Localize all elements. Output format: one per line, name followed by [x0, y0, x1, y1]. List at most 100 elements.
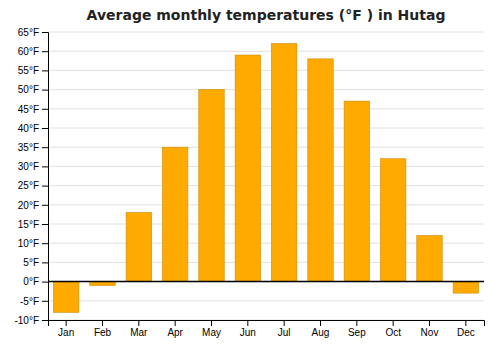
- y-tick-label: 40°F: [18, 123, 39, 134]
- y-tick: 0°F: [23, 276, 48, 287]
- y-tick: -5°F: [20, 296, 48, 307]
- y-tick: 20°F: [18, 200, 48, 211]
- grid-line: [48, 89, 484, 90]
- chart-container: -10°F -5°F 0°F 5°F 10°F 15°F 20°F 25°F 30°F 35°F 4…: [0, 0, 500, 350]
- x-tick: May: [202, 320, 221, 338]
- x-tick: Aug: [312, 320, 330, 338]
- x-tick-mark: [393, 320, 394, 326]
- x-tick-mark: [356, 320, 357, 326]
- y-tick-label: 60°F: [18, 46, 39, 57]
- y-tick-mark: [42, 70, 48, 71]
- y-tick: 30°F: [18, 161, 48, 172]
- y-tick-label: 0°F: [23, 276, 39, 287]
- x-tick-mark: [66, 320, 67, 326]
- y-tick-mark: [42, 186, 48, 187]
- y-tick-label: 55°F: [18, 65, 39, 76]
- y-tick-mark: [42, 147, 48, 148]
- x-tick: Jun: [240, 320, 256, 338]
- x-tick: Jul: [278, 320, 291, 338]
- y-tick-mark: [42, 51, 48, 52]
- x-tick-label: Sep: [348, 327, 366, 338]
- grid-line: [48, 300, 484, 301]
- y-tick-label: 10°F: [18, 238, 39, 249]
- x-tick-label: Dec: [457, 327, 475, 338]
- grid-line: [48, 108, 484, 109]
- plot-area: -10°F -5°F 0°F 5°F 10°F 15°F 20°F 25°F 30°F 35°F 4…: [14, 27, 484, 338]
- grid-line: [48, 166, 484, 167]
- x-tick-mark: [429, 320, 430, 326]
- x-tick-label: Nov: [421, 327, 439, 338]
- x-tick-label: May: [202, 327, 221, 338]
- x-tick-label: Jun: [240, 327, 256, 338]
- x-tick-label: Mar: [130, 327, 148, 338]
- x-tick-mark: [102, 320, 103, 326]
- bar: [417, 236, 442, 282]
- y-tick-label: 5°F: [23, 257, 39, 268]
- zero-line: [48, 281, 484, 283]
- x-tick-mark: [175, 320, 176, 326]
- y-axis: -10°F -5°F 0°F 5°F 10°F 15°F 20°F 25°F 30°F 35°F 4…: [14, 27, 48, 326]
- x-tick-mark: [247, 320, 248, 326]
- x-tick: Oct: [385, 320, 401, 338]
- bar: [308, 59, 333, 282]
- y-tick: 15°F: [18, 219, 48, 230]
- grid-line: [48, 147, 484, 148]
- y-tick-mark: [42, 128, 48, 129]
- bar: [235, 55, 260, 282]
- title: Average monthly temperatures (°F ) in Hu…: [87, 7, 446, 23]
- y-tick-mark: [42, 166, 48, 167]
- y-tick-mark: [42, 205, 48, 206]
- grid-line: [48, 185, 484, 186]
- x-tick: Feb: [94, 320, 112, 338]
- y-tick-label: 15°F: [18, 219, 39, 230]
- grid-line: [48, 281, 484, 282]
- y-tick: 60°F: [18, 46, 48, 57]
- y-tick: 45°F: [18, 104, 48, 115]
- grid-line: [48, 224, 484, 225]
- y-tick: 5°F: [23, 257, 48, 268]
- bar: [380, 159, 405, 282]
- x-tick-mark: [320, 320, 321, 326]
- y-tick-label: 35°F: [18, 142, 39, 153]
- y-tick: 55°F: [18, 65, 48, 76]
- bars: [53, 44, 478, 313]
- bar: [344, 101, 369, 281]
- y-tick: 25°F: [18, 180, 48, 191]
- y-axis-line: [42, 33, 49, 321]
- y-tick: 10°F: [18, 238, 48, 249]
- x-tick: Apr: [167, 320, 183, 338]
- y-tick: 65°F: [18, 27, 48, 38]
- grid-line: [48, 128, 484, 129]
- bar: [126, 212, 151, 281]
- y-tick-label: -10°F: [14, 315, 39, 326]
- grid-line: [48, 70, 484, 71]
- x-tick-label: Aug: [312, 327, 330, 338]
- y-tick-mark: [42, 90, 48, 91]
- y-tick-label: 50°F: [18, 84, 39, 95]
- bar: [53, 282, 78, 313]
- y-tick-mark: [42, 243, 48, 244]
- x-tick-label: Oct: [385, 327, 401, 338]
- y-tick-label: 20°F: [18, 200, 39, 211]
- y-tick-label: 30°F: [18, 161, 39, 172]
- bar: [162, 147, 187, 281]
- y-tick-label: 45°F: [18, 104, 39, 115]
- x-tick-mark: [138, 320, 139, 326]
- y-tick: 40°F: [18, 123, 48, 134]
- y-tick-label: -5°F: [20, 296, 39, 307]
- x-tick: Nov: [421, 320, 439, 338]
- grid-line: [48, 32, 484, 33]
- grid-line: [48, 204, 484, 205]
- y-tick-label: 65°F: [18, 27, 39, 38]
- x-tick: Dec: [457, 320, 475, 338]
- x-tick-label: Apr: [167, 327, 183, 338]
- x-tick-mark: [284, 320, 285, 326]
- x-tick-mark: [211, 320, 212, 326]
- x-tick: Jan: [58, 320, 74, 338]
- bar: [453, 282, 478, 294]
- x-tick-label: Jul: [278, 327, 291, 338]
- grid: [48, 32, 484, 320]
- x-tick-label: Jan: [58, 327, 74, 338]
- y-tick-mark: [42, 224, 48, 225]
- y-tick: -10°F: [14, 315, 48, 326]
